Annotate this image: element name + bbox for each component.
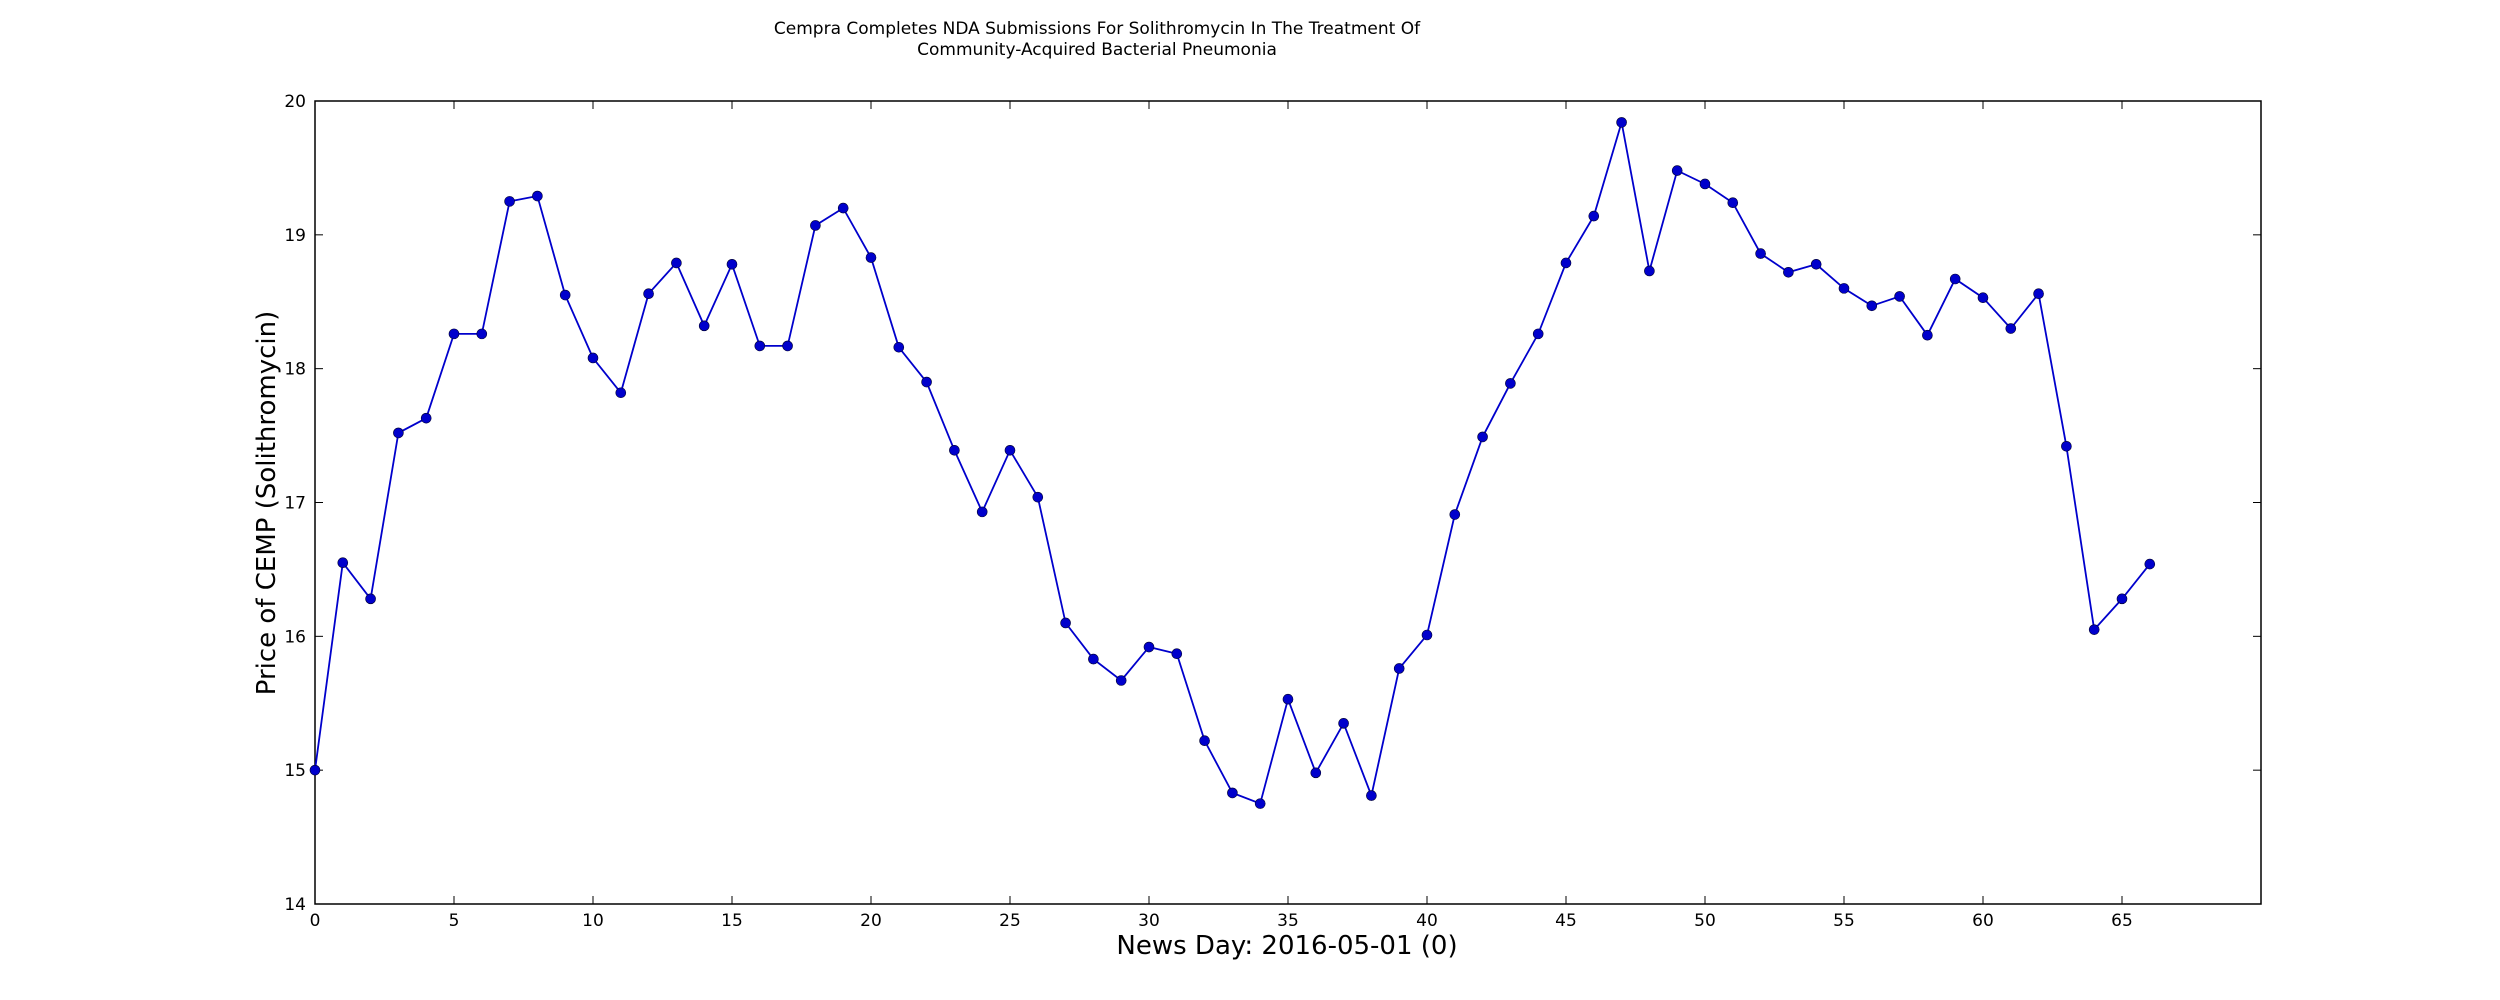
data-point xyxy=(2061,440,2072,452)
data-point xyxy=(754,340,766,352)
y-tick-label: 19 xyxy=(284,226,306,246)
data-point xyxy=(1977,292,1989,304)
x-tick-label: 65 xyxy=(2111,911,2133,931)
data-point xyxy=(1088,653,1099,665)
data-point xyxy=(420,412,432,424)
data-point xyxy=(921,376,932,388)
data-point xyxy=(782,340,793,352)
data-point xyxy=(837,202,849,214)
data-point xyxy=(615,387,627,399)
data-point xyxy=(1254,798,1266,809)
y-tick-label: 16 xyxy=(284,627,306,647)
data-point xyxy=(1616,117,1627,128)
y-tick-label: 18 xyxy=(284,360,306,380)
data-point xyxy=(726,258,738,270)
data-point xyxy=(1282,693,1294,705)
x-tick-label: 35 xyxy=(1277,911,1299,931)
data-point xyxy=(810,220,821,231)
data-point xyxy=(365,593,376,605)
data-point xyxy=(1838,283,1850,294)
data-point xyxy=(1949,273,1961,285)
data-point xyxy=(2088,624,2100,635)
data-point xyxy=(309,764,321,776)
data-point xyxy=(1560,257,1572,269)
x-tick-label: 15 xyxy=(721,911,743,931)
data-point xyxy=(643,288,654,300)
data-point xyxy=(1171,648,1183,660)
data-point xyxy=(1366,790,1377,801)
data-point xyxy=(1115,675,1127,686)
plot-area-frame xyxy=(314,100,2262,905)
data-point xyxy=(976,506,988,518)
x-tick-label: 40 xyxy=(1416,911,1438,931)
data-point xyxy=(532,190,543,202)
data-point xyxy=(1755,248,1766,259)
data-point xyxy=(1671,165,1683,176)
data-point xyxy=(1227,787,1238,799)
chart-title-line-2: Community-Acquired Bacterial Pneumonia xyxy=(917,40,1277,60)
data-point xyxy=(2144,558,2156,570)
data-point xyxy=(1393,663,1405,674)
y-tick-label: 17 xyxy=(284,494,306,514)
data-point xyxy=(949,445,960,456)
data-point xyxy=(893,341,905,353)
data-point xyxy=(587,352,599,364)
chart-title-line-1: Cempra Completes NDA Submissions For Sol… xyxy=(774,19,1421,39)
data-point xyxy=(1699,178,1711,190)
x-tick-label: 50 xyxy=(1694,911,1716,931)
data-point xyxy=(1505,378,1516,389)
data-point xyxy=(698,320,710,332)
data-point xyxy=(1449,509,1461,520)
data-point xyxy=(1894,291,1905,302)
x-tick-label: 55 xyxy=(1833,911,1855,931)
data-point xyxy=(671,257,682,269)
y-axis-label: Price of CEMP (Solithromycin) xyxy=(252,311,282,696)
data-point xyxy=(476,328,488,340)
x-tick-label: 0 xyxy=(310,911,321,931)
data-point xyxy=(1032,491,1044,503)
data-point xyxy=(1004,445,1016,456)
y-tick-label: 15 xyxy=(284,761,306,781)
data-point xyxy=(2116,593,2128,605)
data-point xyxy=(448,328,460,340)
data-point xyxy=(1060,617,1071,629)
data-point xyxy=(1783,267,1794,278)
data-point xyxy=(337,557,349,569)
data-point xyxy=(1588,210,1600,222)
data-point xyxy=(1922,329,1933,341)
data-point xyxy=(2005,323,2017,334)
data-point xyxy=(2033,288,2044,300)
data-point xyxy=(1421,629,1433,641)
data-point xyxy=(393,427,404,439)
data-point xyxy=(1143,641,1155,653)
x-axis: 0 5 10 15 20 25 30 35 40 45 50 55 60 65 xyxy=(310,101,2133,931)
x-tick-label: 25 xyxy=(999,911,1021,931)
data-point xyxy=(1644,265,1655,277)
x-tick-label: 30 xyxy=(1138,911,1160,931)
data-point xyxy=(1532,328,1544,340)
data-point xyxy=(1866,300,1878,312)
x-tick-label: 10 xyxy=(582,911,604,931)
y-axis: 14 15 16 17 18 19 20 xyxy=(284,92,2261,915)
data-point xyxy=(865,252,877,263)
x-tick-label: 45 xyxy=(1555,911,1577,931)
x-axis-label: News Day: 2016-05-01 (0) xyxy=(1116,931,1457,961)
y-tick-label: 14 xyxy=(284,895,306,915)
y-tick-label: 20 xyxy=(284,92,306,112)
data-point xyxy=(559,289,571,301)
data-point xyxy=(1727,197,1739,209)
data-point xyxy=(1338,718,1349,729)
data-point xyxy=(1310,767,1322,779)
series-points xyxy=(309,117,2156,809)
data-point xyxy=(1810,258,1822,270)
x-tick-label: 20 xyxy=(860,911,882,931)
data-point xyxy=(1199,735,1210,747)
data-point xyxy=(1477,431,1488,443)
x-tick-label: 60 xyxy=(1972,911,1994,931)
series-line xyxy=(314,122,2151,805)
x-tick-label: 5 xyxy=(449,911,460,931)
data-point xyxy=(504,196,515,207)
